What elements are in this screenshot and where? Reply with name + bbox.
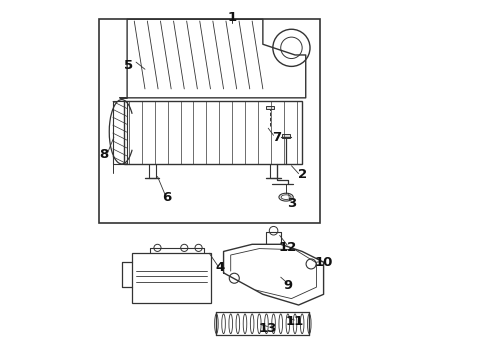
Bar xyxy=(132,253,211,303)
Text: 3: 3 xyxy=(287,197,296,210)
Bar xyxy=(266,106,274,109)
Text: 8: 8 xyxy=(99,148,108,162)
Bar xyxy=(113,102,127,164)
Text: 11: 11 xyxy=(286,315,304,328)
Text: 7: 7 xyxy=(272,131,282,144)
Text: 4: 4 xyxy=(216,261,224,274)
Text: 2: 2 xyxy=(297,168,307,181)
Text: 5: 5 xyxy=(124,59,133,72)
Bar xyxy=(282,134,290,138)
Text: 1: 1 xyxy=(228,11,237,24)
Text: 13: 13 xyxy=(259,322,277,335)
Bar xyxy=(123,102,302,164)
Text: 6: 6 xyxy=(162,192,171,204)
Text: 9: 9 xyxy=(283,279,293,292)
Text: 10: 10 xyxy=(315,256,333,269)
Bar xyxy=(98,19,320,223)
Text: 12: 12 xyxy=(279,241,297,255)
